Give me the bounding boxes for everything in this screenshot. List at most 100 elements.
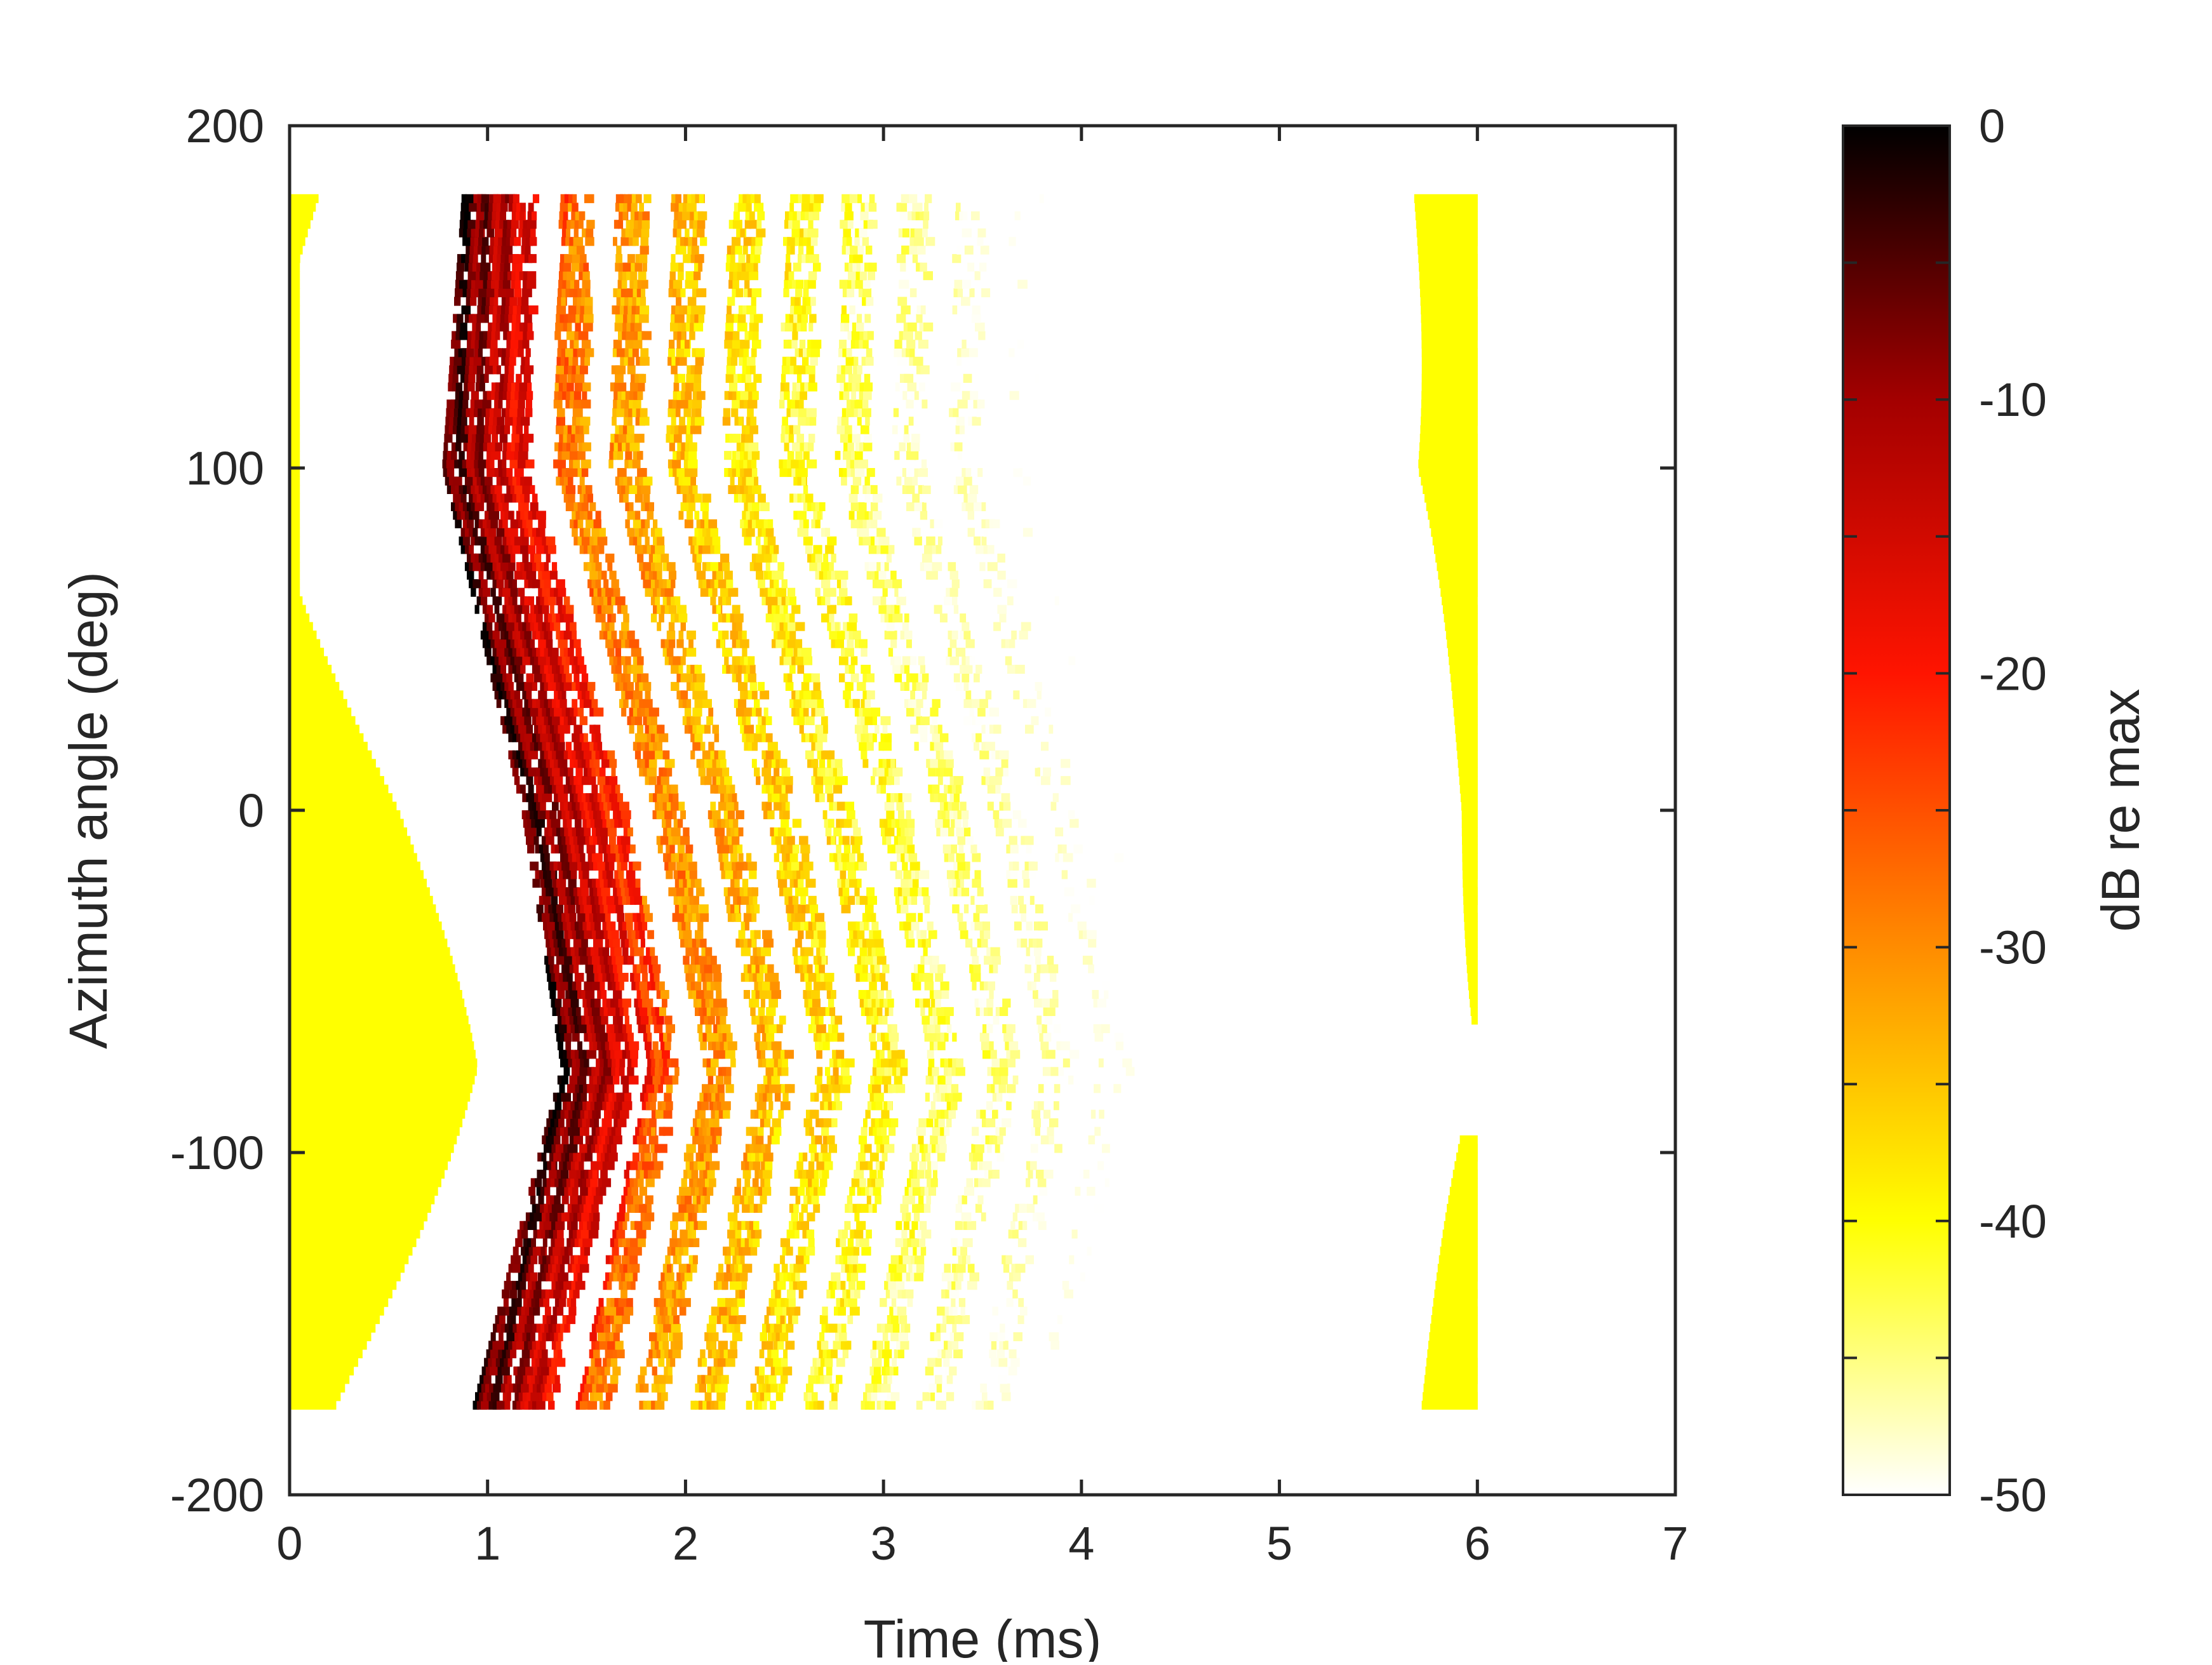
heatmap-cell xyxy=(606,870,613,879)
heatmap-cell xyxy=(957,1272,963,1281)
heatmap-cell xyxy=(740,656,747,665)
heatmap-cell xyxy=(528,1247,533,1256)
heatmap-cell xyxy=(911,1144,917,1153)
heatmap-cell xyxy=(645,725,650,734)
heatmap-cell xyxy=(765,613,775,623)
heatmap-cell xyxy=(619,631,625,640)
heatmap-cell xyxy=(742,631,747,640)
heatmap-cell xyxy=(1048,964,1059,973)
heatmap-cell xyxy=(823,1118,829,1128)
heatmap-cell xyxy=(915,870,921,879)
heatmap-cell xyxy=(882,1075,892,1085)
heatmap-cell xyxy=(683,853,689,862)
heatmap-cell xyxy=(657,725,665,734)
heatmap-cell xyxy=(519,1281,526,1290)
heatmap-cell xyxy=(836,1050,845,1059)
heatmap-cell xyxy=(904,631,913,640)
heatmap-cell xyxy=(888,1006,894,1016)
heatmap-cell xyxy=(1062,1281,1069,1290)
heatmap-cell xyxy=(663,1306,669,1316)
heatmap-cell xyxy=(538,639,549,648)
heatmap-cell xyxy=(783,861,789,871)
heatmap-cell xyxy=(828,1024,835,1033)
heatmap-cell xyxy=(772,1332,779,1342)
heatmap-cell xyxy=(606,895,617,905)
heatmap-cell xyxy=(935,1024,941,1033)
heatmap-cell xyxy=(587,1220,594,1230)
heatmap-cell xyxy=(811,673,820,683)
heatmap-cell xyxy=(603,750,609,759)
heatmap-cell xyxy=(1043,767,1051,777)
heatmap-cell xyxy=(791,1212,798,1222)
heatmap-cell xyxy=(1104,990,1109,1000)
heatmap-cell xyxy=(768,1375,777,1384)
heatmap-cell xyxy=(718,801,728,811)
heatmap-cell xyxy=(704,1015,709,1025)
heatmap-cell xyxy=(558,725,568,734)
heatmap-cell xyxy=(1033,1101,1040,1111)
heatmap-cell xyxy=(473,1400,479,1410)
heatmap-cell xyxy=(647,1203,652,1213)
heatmap-cell xyxy=(648,759,657,768)
heatmap-cell xyxy=(620,861,627,871)
heatmap-cell xyxy=(499,1315,506,1325)
heatmap-cell xyxy=(579,1024,589,1033)
heatmap-cell xyxy=(1060,1041,1070,1050)
heatmap-cell xyxy=(524,827,530,837)
heatmap-cell xyxy=(775,622,781,631)
heatmap-cell xyxy=(547,1144,554,1153)
heatmap-cell xyxy=(538,605,546,614)
heatmap-cell xyxy=(506,673,513,683)
heatmap-cell xyxy=(694,699,704,708)
heatmap-cell xyxy=(541,1349,548,1358)
heatmap-cell xyxy=(549,673,557,683)
heatmap-cell xyxy=(1464,921,1478,931)
heatmap-cell xyxy=(717,1050,723,1059)
heatmap-cell xyxy=(928,1058,935,1067)
heatmap-cell xyxy=(647,716,654,725)
heatmap-cell xyxy=(737,895,744,905)
heatmap-cell xyxy=(720,1015,727,1025)
heatmap-cell xyxy=(744,725,754,734)
heatmap-cell xyxy=(644,1075,653,1085)
heatmap-cell xyxy=(821,981,829,991)
heatmap-cell xyxy=(612,1323,619,1333)
heatmap-cell xyxy=(829,613,835,623)
heatmap-cell xyxy=(550,1315,558,1325)
heatmap-cell xyxy=(973,913,980,922)
heatmap-cell xyxy=(568,1306,577,1316)
heatmap-cell xyxy=(822,1135,828,1145)
heatmap-cell xyxy=(825,981,833,991)
heatmap-cell xyxy=(608,964,615,973)
heatmap-cell xyxy=(615,878,620,888)
heatmap-cell xyxy=(652,1041,659,1050)
heatmap-cell xyxy=(929,964,940,973)
heatmap-cell xyxy=(596,1153,601,1162)
heatmap-cell xyxy=(536,699,543,708)
heatmap-cell xyxy=(502,725,510,734)
heatmap-cell xyxy=(873,733,877,742)
heatmap-cell xyxy=(910,656,917,665)
heatmap-cell xyxy=(979,981,988,991)
heatmap-cell xyxy=(676,1272,681,1281)
heatmap-cell xyxy=(970,947,977,956)
heatmap-cell xyxy=(588,1109,594,1119)
heatmap-cell xyxy=(789,853,798,862)
heatmap-cell xyxy=(635,878,641,888)
heatmap-cell xyxy=(603,596,611,606)
heatmap-cell xyxy=(834,1092,840,1102)
heatmap-cell xyxy=(918,656,925,665)
heatmap-cell xyxy=(952,1323,957,1333)
heatmap-cell xyxy=(614,819,620,828)
heatmap-cell xyxy=(697,1118,703,1128)
heatmap-cell xyxy=(706,1144,713,1153)
heatmap-cell xyxy=(772,605,777,614)
heatmap-cell xyxy=(1088,964,1094,973)
heatmap-cell xyxy=(937,759,946,768)
heatmap-cell xyxy=(539,844,546,853)
heatmap-cell xyxy=(724,776,732,786)
heatmap-cell xyxy=(1445,631,1478,640)
heatmap-cell xyxy=(999,613,1007,623)
heatmap-cell xyxy=(596,1383,605,1393)
heatmap-cell xyxy=(821,956,827,965)
